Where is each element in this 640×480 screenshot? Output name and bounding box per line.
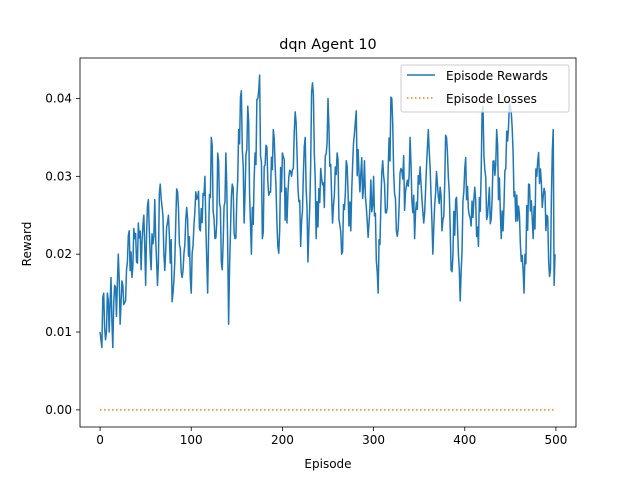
legend-losses-label: Episode Losses xyxy=(446,92,537,106)
episode-rewards-line xyxy=(99,74,556,349)
x-tick-label: 400 xyxy=(453,433,476,447)
y-tick-label: 0.02 xyxy=(45,247,72,261)
y-tick-label: 0.03 xyxy=(45,169,72,183)
chart-title: dqn Agent 10 xyxy=(279,37,376,53)
series-group xyxy=(99,74,556,411)
x-tick-label: 0 xyxy=(96,433,104,447)
legend: Episode Rewards Episode Losses xyxy=(400,64,570,113)
legend-rewards-label: Episode Rewards xyxy=(446,69,548,83)
x-tick-label: 500 xyxy=(544,433,567,447)
y-axis-label: Reward xyxy=(20,222,34,267)
x-tick-label: 200 xyxy=(271,433,294,447)
x-tick-label: 100 xyxy=(180,433,203,447)
x-tick-label: 300 xyxy=(362,433,385,447)
plot-frame xyxy=(79,57,577,428)
y-tick-label: 0.00 xyxy=(45,403,72,417)
axis-ticks: 0 100 200 300 400 500 0.00 0.01 0.02 0.03 0.04 xyxy=(45,91,567,447)
legend-box xyxy=(400,64,570,113)
x-axis-label: Episode xyxy=(304,457,351,471)
y-tick-label: 0.01 xyxy=(45,325,72,339)
y-tick-label: 0.04 xyxy=(45,91,72,105)
